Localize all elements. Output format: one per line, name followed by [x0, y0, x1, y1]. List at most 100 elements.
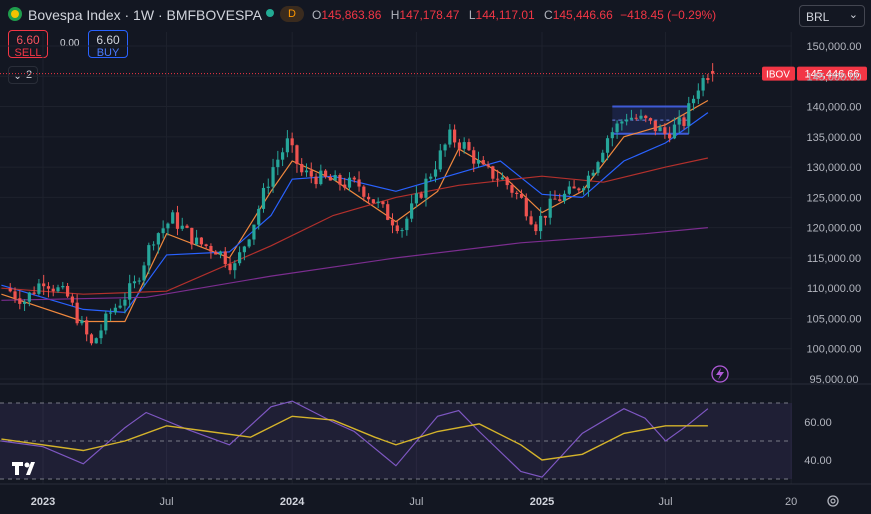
candle-body: [104, 313, 108, 331]
candle-body: [99, 330, 103, 339]
candle-body: [548, 198, 552, 218]
candle-body: [166, 223, 170, 229]
candle-body: [586, 175, 591, 189]
candle-body: [13, 291, 17, 299]
candle-body: [524, 197, 528, 217]
candle-body: [419, 193, 423, 198]
candle-body: [500, 177, 505, 180]
price-tick-label: 145,000.00: [806, 71, 861, 83]
moving-average-3: [1, 157, 709, 295]
candle-body: [648, 118, 653, 121]
candle-body: [300, 163, 304, 173]
candle-body: [610, 132, 614, 139]
candle-body: [691, 98, 696, 104]
candle-body: [218, 251, 223, 255]
candle-body: [486, 164, 490, 167]
ohlc-readout: O145,863.86 H147,178.47 L144,117.01 C145…: [312, 8, 717, 22]
candle-body: [405, 218, 409, 231]
market-status-dot: [266, 9, 274, 17]
candle-body: [476, 160, 481, 164]
last-price-line: IBOV 145,446.66: [0, 66, 867, 81]
indicators-count: 2: [26, 69, 33, 81]
candle-body: [223, 251, 227, 265]
candle-body: [132, 281, 137, 284]
candle-body: [75, 302, 79, 324]
candle-body: [414, 193, 418, 204]
ohlc-low: 144,117.01: [475, 8, 535, 22]
rsi-tick-label: 60.00: [804, 417, 832, 429]
candle-body: [113, 307, 117, 313]
rsi-signal-line: [1, 415, 708, 461]
candle-body: [209, 245, 213, 252]
candle-body: [443, 144, 447, 151]
candle-body: [242, 246, 246, 253]
price-tick-label: 115,000.00: [807, 253, 861, 265]
candle-body: [266, 186, 270, 188]
candle-body: [567, 186, 571, 194]
candle-body: [515, 192, 519, 195]
currency-select[interactable]: BRL ⌄: [799, 5, 865, 27]
candle-body: [534, 224, 538, 232]
spread-value: 0.00: [60, 38, 80, 49]
time-tick-label: Jul: [409, 496, 423, 508]
buy-button[interactable]: 6.60 BUY: [88, 30, 128, 59]
price-tick-label: 120,000.00: [806, 223, 861, 235]
candle-body: [539, 215, 543, 232]
candle-body: [171, 212, 175, 224]
symbol-title[interactable]: Bovespa Index · 1W · BMFBOVESPA: [28, 7, 262, 23]
lightning-bolt: [716, 368, 724, 380]
time-tick-label: 20: [785, 496, 797, 508]
grid: [0, 32, 792, 484]
time-tick-label: Jul: [659, 496, 673, 508]
time-tick-label: 2023: [31, 496, 55, 508]
candle-body: [620, 121, 624, 124]
candle-body: [639, 115, 643, 119]
symbol-tag: IBOV: [766, 70, 790, 81]
candle-body: [591, 172, 595, 176]
candle-body: [653, 120, 657, 132]
candle-body: [281, 152, 285, 160]
candle-body: [400, 230, 404, 232]
candle-body: [687, 103, 691, 126]
symbol-tag-bg: [762, 66, 795, 81]
chevron-down-icon: ⌄: [848, 9, 858, 21]
candle-body: [42, 283, 46, 287]
ohlc-high: 147,178.47: [399, 8, 460, 22]
status-badge[interactable]: D: [280, 6, 304, 22]
candle-body: [70, 296, 74, 303]
sell-button[interactable]: 6.60 SELL: [8, 30, 48, 59]
candle-body: [395, 225, 399, 232]
candle-body: [711, 71, 715, 74]
candle-body: [204, 244, 208, 246]
candle-body: [156, 233, 160, 245]
candle-body: [237, 252, 242, 264]
candle-body: [424, 178, 428, 198]
settings-gear-icon: [827, 495, 839, 507]
candle-body: [151, 244, 156, 246]
candle-body: [199, 237, 203, 245]
candle-body: [22, 301, 27, 304]
candle-body: [467, 142, 471, 151]
candle-body: [529, 216, 533, 225]
candle-body: [362, 186, 366, 197]
candle-body: [376, 201, 380, 204]
candle-body: [668, 133, 672, 139]
candle-body: [271, 167, 275, 187]
candle-body: [634, 117, 638, 119]
gear-hub: [830, 498, 836, 504]
currency-label: BRL: [806, 10, 830, 24]
candle-body: [333, 174, 337, 181]
gear-ring: [827, 495, 839, 507]
candle-body: [553, 198, 557, 200]
candle-body: [577, 188, 581, 191]
candle-body: [663, 127, 667, 134]
candle-body: [304, 170, 309, 173]
candle-body: [429, 176, 433, 179]
moving-average-2: [1, 112, 709, 314]
candle-body: [572, 186, 576, 189]
candle-body: [80, 320, 84, 324]
candle-body: [314, 176, 318, 185]
price-tick-label: 95,000.00: [810, 374, 859, 386]
candle-body: [276, 159, 280, 168]
